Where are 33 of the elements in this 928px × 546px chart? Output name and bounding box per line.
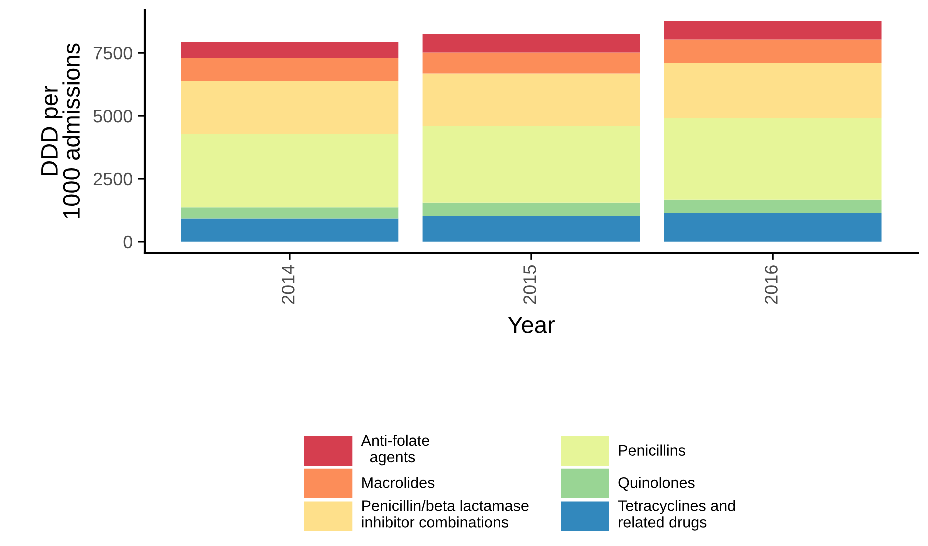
bar: [422, 52, 640, 74]
bar: [181, 42, 399, 58]
legend-label: Macrolides: [362, 477, 435, 488]
legend-label: Penicillin/beta lactamase inhibitor combinations: [362, 500, 529, 528]
x-tick-label: 2014: [282, 265, 295, 304]
bar: [422, 74, 640, 126]
bar: [422, 202, 640, 216]
legend-label: Anti-folate agents: [361, 434, 430, 466]
bar: [422, 34, 640, 53]
bar: [181, 81, 399, 134]
legend-label: Tetracyclines and related drugs: [618, 500, 736, 531]
bar: [664, 200, 882, 214]
bar: [181, 208, 399, 219]
legend-label: Quinolones: [618, 477, 695, 492]
bar: [422, 216, 640, 242]
bar: [181, 134, 399, 208]
bar: [664, 213, 882, 242]
x-tick-label: 2015: [524, 266, 536, 304]
bar: [664, 40, 882, 64]
y-tick-label: 7500: [94, 46, 132, 60]
x-axis-title: Year: [508, 316, 555, 334]
y-axis-title: DDD per 1000 admissions: [42, 44, 80, 218]
bar: [422, 126, 640, 203]
y-tick-label: 0: [124, 236, 132, 249]
bar: [664, 118, 882, 200]
y-tick-label: 2500: [94, 172, 132, 186]
bar: [181, 218, 399, 242]
x-tick-label: 2016: [765, 266, 778, 304]
bar: [664, 63, 882, 118]
y-tick-label: 5000: [94, 110, 132, 123]
bar: [664, 21, 882, 40]
legend-label: Penicillins: [619, 444, 686, 456]
bar: [181, 58, 399, 82]
